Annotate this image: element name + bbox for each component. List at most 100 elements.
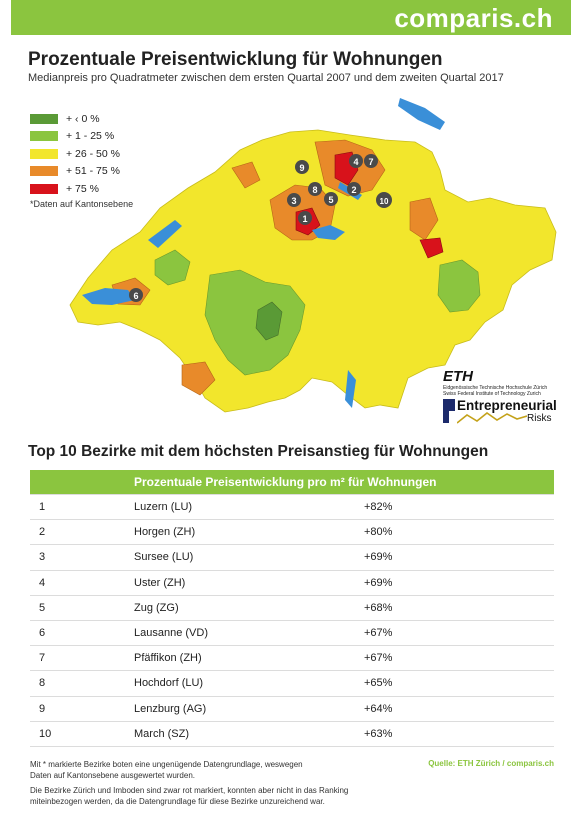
- lake-geneva: [82, 288, 135, 305]
- change-cell: +67%: [364, 619, 554, 646]
- svg-text:3: 3: [291, 196, 296, 206]
- district-cell: Hochdorf (LU): [134, 670, 364, 696]
- marker-6: 6: [129, 288, 143, 302]
- er-logo-zigzag: [457, 412, 527, 424]
- svg-text:2: 2: [351, 185, 356, 195]
- source-note: Quelle: ETH Zürich / comparis.ch: [428, 759, 554, 768]
- marker-7: 7: [364, 154, 378, 168]
- legend-label: + 1 - 25 %: [66, 130, 115, 143]
- footnote-1-line-1: Mit * markierte Bezirke boten eine ungen…: [30, 760, 303, 769]
- svg-text:6: 6: [133, 291, 138, 301]
- legend-label: + 51 - 75 %: [66, 165, 120, 178]
- district-cell: Horgen (ZH): [134, 519, 364, 545]
- ranking-table: Prozentuale Preisentwicklung pro m² für …: [30, 470, 554, 747]
- legend-swatch: [30, 148, 58, 159]
- region-orange-ticino: [181, 361, 216, 396]
- district-cell: Pfäffikon (ZH): [134, 645, 364, 671]
- legend-item: + 1 - 25 %: [30, 128, 120, 146]
- legend-swatch: [30, 166, 58, 177]
- chart-subtitle: Medianpreis pro Quadratmeter zwischen de…: [28, 72, 504, 84]
- change-cell: +63%: [364, 720, 554, 747]
- table-row: 1 Luzern (LU) +82%: [30, 493, 554, 520]
- table-row: 3 Sursee (LU) +69%: [30, 544, 554, 571]
- change-cell: +82%: [364, 493, 554, 520]
- legend-swatch: [30, 131, 58, 142]
- region-darkgreen: [255, 301, 283, 341]
- svg-text:10: 10: [380, 197, 389, 206]
- map-country-shape: [69, 129, 557, 413]
- table-row: 10 March (SZ) +63%: [30, 720, 554, 747]
- change-cell: +67%: [364, 645, 554, 671]
- district-cell: March (SZ): [134, 720, 364, 747]
- lake-neuchatel: [148, 220, 182, 248]
- rank-cell: 4: [30, 569, 134, 596]
- legend-note: *Daten auf Kantonsebene: [30, 199, 134, 209]
- er-logo-name: Entrepreneurial: [457, 398, 557, 413]
- chart-title: Prozentuale Preisentwicklung für Wohnung…: [28, 49, 443, 70]
- region-green-valais: [204, 269, 306, 376]
- legend-item: + 51 - 75 %: [30, 163, 120, 181]
- marker-9: 9: [295, 160, 309, 174]
- change-cell: +68%: [364, 594, 554, 621]
- change-cell: +80%: [364, 519, 554, 545]
- legend-label: + 75 %: [66, 182, 99, 195]
- legend-item: + 26 - 50 %: [30, 145, 120, 163]
- district-cell: Sursee (LU): [134, 544, 364, 571]
- entrepreneurial-risks-logo: Entrepreneurial Risks: [443, 397, 573, 427]
- svg-text:7: 7: [368, 157, 373, 167]
- er-logo-mark: [443, 399, 455, 423]
- legend-label: + 26 - 50 %: [66, 147, 120, 160]
- table-title: Top 10 Bezirke mit dem höchsten Preisans…: [28, 443, 489, 460]
- rank-cell: 6: [30, 619, 134, 646]
- brand-header-bar: comparis.ch: [11, 0, 571, 35]
- rank-cell: 2: [30, 519, 134, 545]
- region-orange-east: [409, 197, 439, 241]
- svg-text:4: 4: [353, 157, 358, 167]
- footnote-2-line-1: Die Bezirke Zürich und Imboden sind zwar…: [30, 786, 349, 795]
- comparis-logo[interactable]: comparis.ch: [394, 3, 553, 33]
- legend-item: + 75 %: [30, 180, 120, 198]
- legend-swatch: [30, 183, 58, 194]
- rank-cell: 8: [30, 670, 134, 696]
- svg-text:9: 9: [299, 163, 304, 173]
- lake-constance: [398, 98, 445, 130]
- eth-line-en: Swiss Federal Institute of Technology Zu…: [443, 391, 541, 397]
- table-row: 9 Lenzburg (AG) +64%: [30, 695, 554, 722]
- rank-cell: 5: [30, 594, 134, 621]
- marker-5: 5: [324, 192, 338, 206]
- change-cell: +69%: [364, 544, 554, 571]
- district-cell: Zug (ZG): [134, 594, 364, 621]
- eth-logo-text: ETH: [443, 368, 473, 385]
- table-row: 6 Lausanne (VD) +67%: [30, 619, 554, 646]
- marker-2: 2: [347, 182, 361, 196]
- er-logo-risks: Risks: [527, 413, 552, 424]
- marker-10: 10: [376, 192, 392, 208]
- change-cell: +64%: [364, 695, 554, 722]
- marker-3: 3: [287, 193, 301, 207]
- switzerland-price-map: 1 2 3 4 5 6 7 8 9 10: [69, 98, 557, 413]
- rank-cell: 10: [30, 720, 134, 747]
- legend-label: + ‹ 0 %: [66, 112, 100, 125]
- marker-1: 1: [298, 211, 312, 225]
- footnote-2: Die Bezirke Zürich und Imboden sind zwar…: [30, 785, 348, 807]
- table-row: 8 Hochdorf (LU) +65%: [30, 670, 554, 696]
- eth-logo: ETH Eidgenössische Technische Hochschule…: [443, 368, 563, 397]
- rank-cell: 7: [30, 645, 134, 671]
- svg-text:8: 8: [312, 185, 317, 195]
- lake-lucerne: [312, 225, 345, 240]
- district-cell: Uster (ZH): [134, 569, 364, 596]
- table-row: 7 Pfäffikon (ZH) +67%: [30, 645, 554, 671]
- district-cell: Luzern (LU): [134, 493, 364, 520]
- marker-4: 4: [349, 154, 363, 168]
- map-legend: + ‹ 0 % + 1 - 25 % + 26 - 50 % + 51 - 75…: [30, 110, 120, 198]
- svg-text:1: 1: [302, 214, 307, 224]
- footnote-1-line-2: Daten auf Kantonsebene ausgewertet wurde…: [30, 771, 196, 780]
- region-red-imboden: [419, 237, 444, 259]
- table-row: 5 Zug (ZG) +68%: [30, 594, 554, 621]
- lake-maggiore: [345, 370, 356, 408]
- rank-cell: 1: [30, 493, 134, 520]
- rank-cell: 3: [30, 544, 134, 571]
- district-cell: Lenzburg (AG): [134, 695, 364, 722]
- region-green-graubuenden: [437, 259, 481, 313]
- region-orange-nw: [231, 161, 261, 189]
